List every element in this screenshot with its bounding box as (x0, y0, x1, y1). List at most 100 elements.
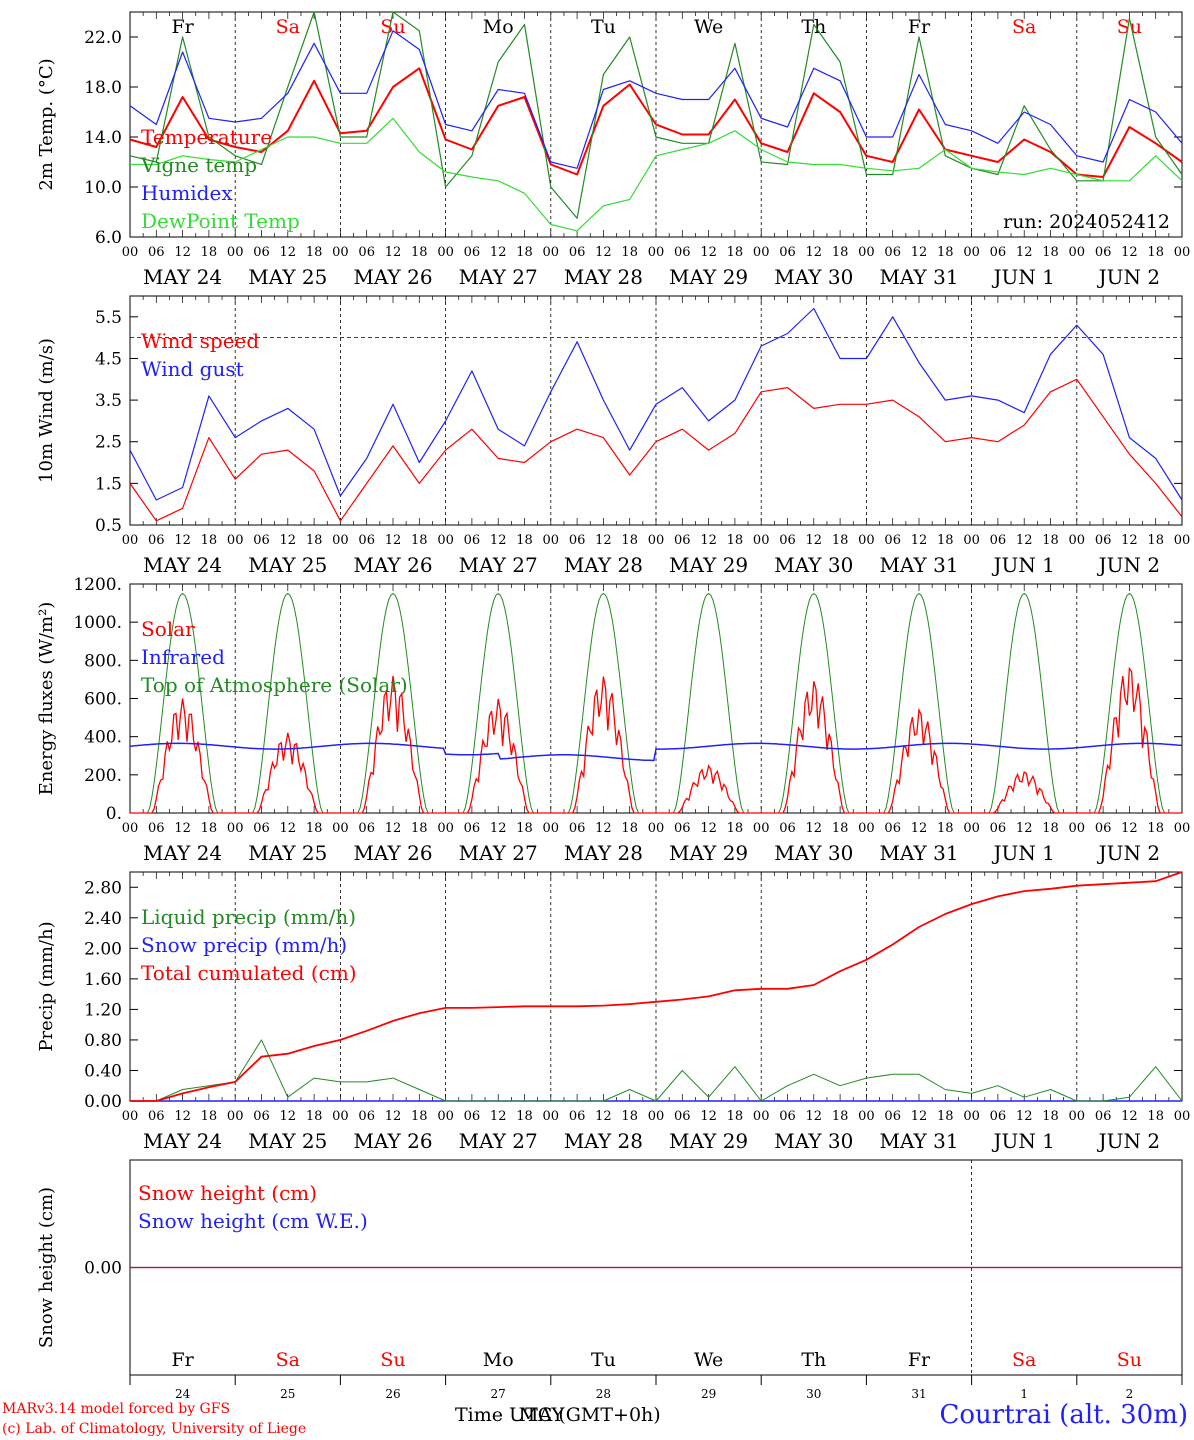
hour-tick-label: 12 (174, 1109, 191, 1124)
hour-tick-label: 12 (280, 533, 297, 548)
y-tick-label: 0.40 (84, 1061, 122, 1081)
hour-tick-label: 06 (464, 821, 481, 836)
hour-tick-label: 06 (358, 1109, 375, 1124)
legend-label: Snow precip (mm/h) (141, 933, 347, 957)
date-label: MAY 28 (564, 841, 643, 865)
hour-tick-label: 00 (543, 1109, 560, 1124)
hour-tick-label: 06 (253, 1109, 270, 1124)
hour-tick-label: 00 (963, 821, 980, 836)
hour-tick-label: 06 (884, 533, 901, 548)
hour-tick-label: 18 (1042, 245, 1059, 260)
model-credit: MARv3.14 model forced by GFS (2, 1401, 231, 1417)
y-tick-label: 6.0 (95, 228, 122, 248)
date-label: MAY 25 (248, 265, 327, 289)
hour-tick-label: 12 (385, 533, 402, 548)
legend-label: Infrared (141, 645, 225, 669)
hour-tick-label: 18 (201, 533, 218, 548)
hour-tick-label: 06 (253, 245, 270, 260)
date-label: MAY 31 (879, 265, 958, 289)
date-label: MAY 26 (353, 841, 432, 865)
day-label: Mo (483, 16, 514, 38)
month-label: MAY (519, 1404, 564, 1426)
hour-tick-label: 18 (201, 245, 218, 260)
hour-tick-label: 06 (674, 1109, 691, 1124)
y-tick-label: 4.5 (95, 349, 122, 369)
time-axis-label: Time UTC (GMT+0h) (455, 1404, 661, 1426)
hour-tick-label: 18 (411, 245, 428, 260)
day-number-label: 1 (1020, 1387, 1028, 1401)
y-tick-label: 3.5 (95, 391, 122, 411)
hour-tick-label: 06 (1095, 245, 1112, 260)
legend-label: Total cumulated (cm) (141, 961, 357, 985)
hour-tick-label: 00 (753, 533, 770, 548)
hour-tick-label: 00 (1174, 245, 1191, 260)
hour-tick-label: 18 (1147, 533, 1164, 548)
legend-label: Top of Atmosphere (Solar) (141, 673, 408, 697)
hour-tick-label: 00 (227, 1109, 244, 1124)
hour-tick-label: 18 (832, 821, 849, 836)
hour-tick-label: 12 (1121, 1109, 1138, 1124)
y-tick-label: 0.00 (84, 1259, 122, 1279)
hour-tick-label: 18 (1147, 245, 1164, 260)
series-line (129, 30, 1183, 169)
hour-tick-label: 00 (858, 533, 875, 548)
hour-tick-label: 00 (543, 533, 560, 548)
hour-tick-label: 12 (1016, 1109, 1033, 1124)
hour-tick-label: 00 (332, 245, 349, 260)
hour-tick-label: 18 (1147, 821, 1164, 836)
hour-tick-label: 12 (911, 1109, 928, 1124)
date-label: JUN 2 (1097, 1129, 1160, 1153)
hour-tick-label: 00 (543, 821, 560, 836)
legend-label: Vigne temp (140, 153, 257, 177)
day-label: Fr (908, 1349, 931, 1371)
y-axis-label: 10m Wind (m/s) (36, 338, 57, 483)
hour-tick-label: 00 (648, 821, 665, 836)
date-label: JUN 2 (1097, 265, 1160, 289)
hour-tick-label: 06 (779, 533, 796, 548)
date-label: MAY 29 (669, 265, 748, 289)
hour-tick-label: 00 (1174, 1109, 1191, 1124)
y-tick-label: 1.20 (84, 1000, 122, 1020)
hour-tick-label: 06 (779, 245, 796, 260)
legend-label: Temperature (141, 125, 272, 149)
hour-tick-label: 12 (1016, 533, 1033, 548)
hour-tick-label: 06 (884, 245, 901, 260)
series-line (129, 378, 1183, 522)
hour-tick-label: 18 (306, 1109, 323, 1124)
y-tick-label: 0.80 (84, 1031, 122, 1051)
hour-tick-label: 06 (569, 821, 586, 836)
day-label: Su (1117, 1349, 1142, 1371)
hour-tick-label: 06 (253, 821, 270, 836)
hour-tick-label: 06 (569, 1109, 586, 1124)
day-label: Sa (1012, 1349, 1036, 1371)
hour-tick-label: 18 (621, 821, 638, 836)
date-label: MAY 30 (774, 1129, 853, 1153)
hour-tick-label: 00 (1069, 533, 1086, 548)
hour-tick-label: 12 (1121, 245, 1138, 260)
series-line (130, 871, 1183, 1102)
legend-label: Wind gust (141, 357, 244, 381)
day-label: Sa (1012, 16, 1036, 38)
date-label: MAY 28 (564, 265, 643, 289)
date-label: JUN 2 (1097, 841, 1160, 865)
hour-tick-label: 06 (1095, 1109, 1112, 1124)
date-label: MAY 29 (669, 553, 748, 577)
day-number-label: 30 (806, 1387, 821, 1401)
legend-label: DewPoint Temp (141, 209, 300, 233)
date-label: MAY 27 (459, 265, 538, 289)
hour-tick-label: 12 (490, 821, 507, 836)
hour-tick-label: 18 (1147, 1109, 1164, 1124)
hour-tick-label: 12 (911, 245, 928, 260)
date-label: MAY 25 (248, 553, 327, 577)
hour-tick-label: 06 (148, 821, 165, 836)
y-tick-label: 14.0 (84, 128, 122, 148)
hour-tick-label: 18 (937, 821, 954, 836)
hour-tick-label: 18 (937, 533, 954, 548)
date-label: MAY 30 (774, 265, 853, 289)
y-tick-label: 600. (84, 690, 122, 710)
y-tick-label: 1000. (73, 613, 122, 633)
y-tick-label: 1200. (73, 575, 122, 595)
hour-tick-label: 18 (1042, 1109, 1059, 1124)
hour-tick-label: 00 (1174, 533, 1191, 548)
hour-tick-label: 18 (306, 245, 323, 260)
